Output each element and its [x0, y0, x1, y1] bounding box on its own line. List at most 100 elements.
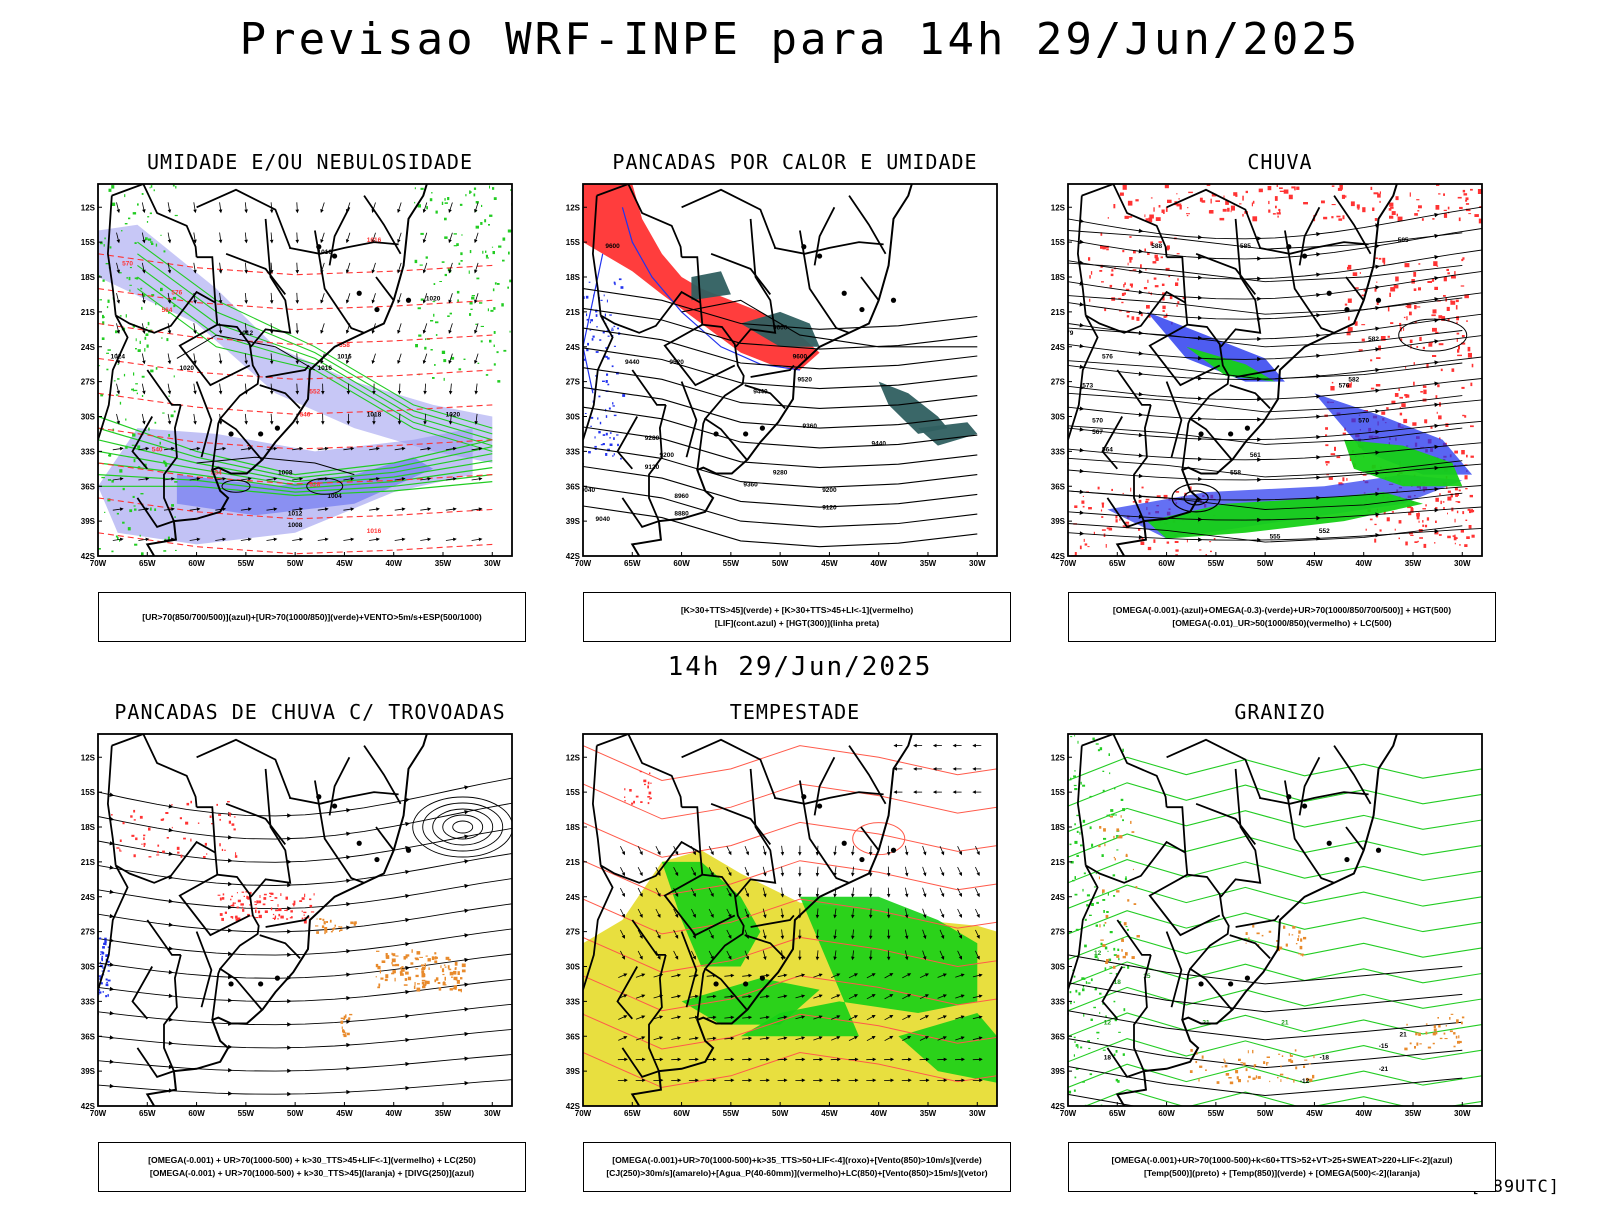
shaded-cell	[147, 216, 149, 217]
shaded-cell	[1456, 1036, 1458, 1039]
political-border	[1078, 746, 1086, 866]
shaded-cell	[612, 402, 613, 404]
shaded-cell	[415, 982, 416, 986]
lon-tick-label: 45W	[821, 559, 838, 568]
shaded-cell	[1187, 207, 1188, 208]
shaded-cell	[1415, 1033, 1417, 1036]
shaded-cell	[134, 819, 136, 820]
lat-tick-label: 36S	[81, 482, 96, 491]
shaded-cell	[408, 977, 411, 981]
shaded-cell	[420, 233, 423, 235]
shaded-cell	[1253, 201, 1255, 204]
shaded-cell	[278, 914, 280, 916]
shaded-cell	[435, 956, 436, 960]
streamline-arrow	[1257, 337, 1262, 342]
shaded-cell	[442, 974, 444, 975]
political-border	[1078, 196, 1086, 316]
shaded-cell	[1120, 193, 1124, 196]
contour-label: 561	[1250, 452, 1261, 459]
shaded-cell	[1437, 1017, 1439, 1019]
shaded-cell	[590, 319, 593, 321]
shaded-cell	[1125, 216, 1129, 219]
shaded-cell	[1104, 844, 1105, 847]
wind-vector-head	[905, 852, 909, 856]
shaded-cell	[1351, 201, 1355, 206]
shaded-cell	[106, 982, 108, 983]
wind-vector-head	[746, 872, 751, 877]
political-border	[861, 277, 879, 300]
shaded-cell	[1108, 951, 1109, 952]
shaded-cell	[1280, 1074, 1283, 1076]
shaded-cell	[376, 976, 377, 977]
shaded-cell	[1343, 215, 1345, 219]
shaded-cell	[1210, 210, 1214, 214]
shaded-cell	[265, 910, 268, 913]
shaded-cell	[1403, 419, 1407, 423]
shaded-cell	[1456, 1022, 1457, 1024]
political-border	[364, 746, 401, 804]
streamline-arrow	[1375, 409, 1380, 414]
lake-mark	[1302, 803, 1307, 808]
streamline-arrow	[1257, 296, 1262, 301]
shaded-cell	[385, 979, 388, 981]
shaded-cell	[343, 1034, 346, 1036]
shaded-cell	[606, 380, 608, 383]
lat-tick-label: 12S	[81, 203, 96, 212]
wind-vector-head	[295, 421, 299, 425]
lat-tick-label: 18S	[81, 273, 96, 282]
shaded-cell	[418, 335, 421, 337]
shaded-cell	[254, 901, 256, 902]
streamline-arrow	[1198, 537, 1203, 542]
wind-vector-head	[473, 300, 478, 305]
shaded-cell	[269, 893, 272, 894]
shaded-cell	[1146, 305, 1150, 309]
shaded-cell	[606, 415, 607, 418]
shaded-cell	[149, 856, 152, 857]
shaded-cell	[206, 853, 207, 854]
contour-label: 528	[309, 481, 320, 488]
shaded-cell	[177, 852, 179, 854]
streamline-arrow	[1139, 351, 1144, 356]
shaded-cell	[1468, 213, 1471, 214]
lat-tick-label: 18S	[1051, 823, 1066, 832]
shaded-cell	[1414, 213, 1418, 216]
shaded-cell	[1084, 539, 1085, 542]
streamline-arrow	[1434, 402, 1439, 407]
shaded-cell	[120, 402, 121, 405]
shaded-cell	[1266, 1063, 1267, 1066]
contour-label: 564	[162, 307, 173, 314]
wind-vector-head	[345, 239, 350, 244]
shaded-cell	[1083, 820, 1085, 823]
shaded-cell	[1113, 895, 1115, 897]
streamline-arrow	[287, 1022, 292, 1026]
shaded-cell	[1137, 935, 1140, 938]
lon-tick-label: 55W	[723, 1109, 740, 1118]
shaded-cell	[1277, 212, 1281, 214]
shaded-cell	[107, 985, 108, 986]
lon-tick-label: 30W	[1454, 1109, 1471, 1118]
shaded-cell	[456, 977, 457, 981]
shaded-cell	[494, 363, 496, 365]
shaded-cell	[611, 329, 614, 330]
wind-vector-head	[396, 360, 401, 365]
shaded-cell	[1082, 988, 1085, 991]
contour-label: 9200	[822, 487, 837, 494]
lon-tick-label: 45W	[336, 1109, 353, 1118]
shaded-cell	[1448, 491, 1451, 493]
shaded-cell	[1345, 195, 1346, 197]
lon-tick-label: 50W	[1257, 1109, 1274, 1118]
lon-tick-label: 70W	[90, 559, 107, 568]
shaded-cell	[255, 917, 258, 918]
contour-label: 9440	[871, 441, 886, 448]
lake-mark	[374, 307, 379, 312]
shaded-cell	[1122, 250, 1124, 252]
wind-vector-head	[959, 893, 964, 898]
shaded-cell	[421, 968, 425, 970]
shaded-cell	[339, 930, 340, 932]
streamline-arrow	[1316, 414, 1321, 419]
shaded-cell	[1088, 507, 1092, 509]
shaded-cell	[221, 918, 224, 921]
shaded-cell	[1091, 844, 1093, 847]
shaded-cell	[1177, 253, 1180, 254]
